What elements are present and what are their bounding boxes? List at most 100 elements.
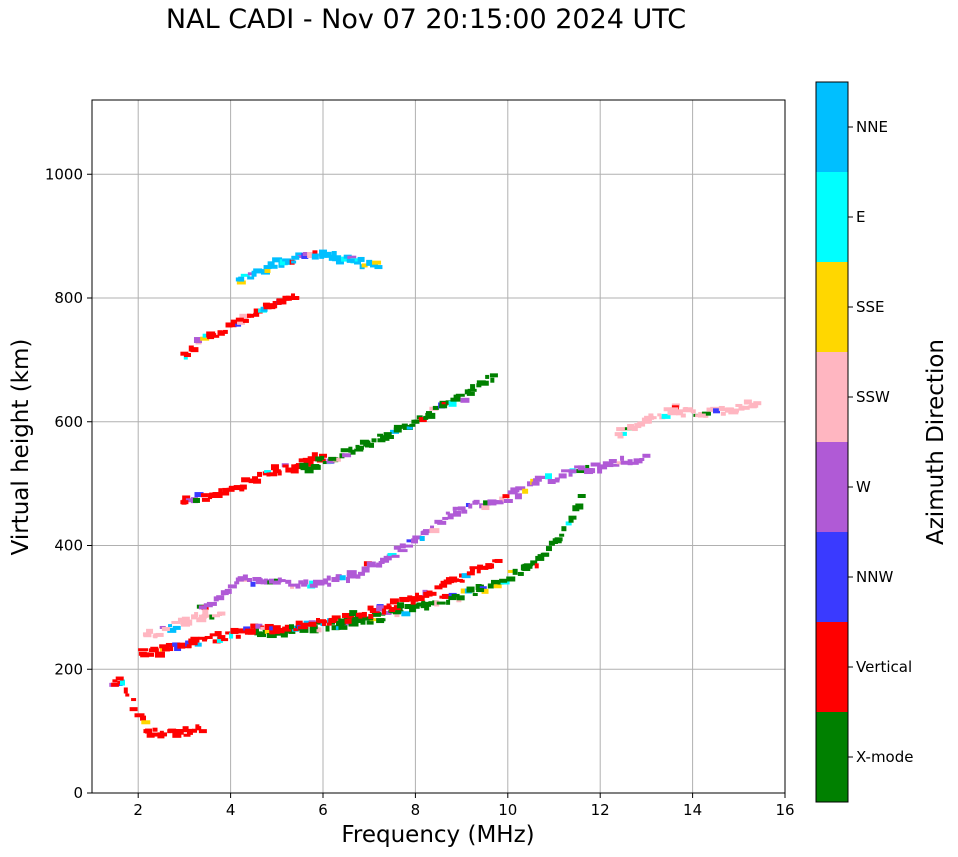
echo-pixel [204,635,213,639]
echo-pixel [399,543,406,549]
echo-pixel [250,581,256,587]
echo-pixel [407,595,413,602]
echo-point [531,481,540,486]
echo-pixel [125,693,130,697]
echo-pixel [297,254,303,258]
echo-pixel [299,626,309,633]
echo-pixel [460,397,470,403]
echo-pixel [380,557,390,563]
echo-pixel [404,604,414,610]
echo-pixel [507,569,515,573]
echo-point [568,469,577,474]
echo-pixel [663,407,673,412]
echo-pixel [608,459,617,464]
x-tick-label: 8 [411,801,421,819]
echo-pixel [355,574,361,579]
echo-pixel [561,469,570,473]
echo-pixel [597,468,603,474]
echo-pixel [233,630,238,634]
echo-pixel [224,588,232,594]
echo-point [189,641,198,646]
echo-pixel [527,481,534,487]
echo-point [309,583,318,588]
echo-pixel [191,614,198,620]
echo-pixel [517,571,524,576]
echo-pixel [620,431,627,436]
echo-point [670,407,679,412]
echo-pixel [545,546,552,552]
echo-pixel [414,592,419,598]
echo-pixel [169,646,174,652]
y-axis-label: Virtual height (km) [8,339,34,556]
echo-pixel [452,506,457,511]
echo-pixel [406,426,413,430]
trace-lower-oblique [142,609,226,639]
echo-pixel [331,615,341,620]
echo-pixel [338,623,348,630]
echo-pixel [200,336,210,341]
echo-pixel [411,603,420,609]
echo-pixel [534,563,539,569]
echo-pixel [376,605,385,612]
colorbar-segment-w [816,442,848,532]
echo-point [291,296,300,300]
chart-title: NAL CADI - Nov 07 20:15:00 2024 UTC [165,4,687,35]
echo-pixel [393,424,403,429]
echo-pixel [348,446,353,453]
echo-pixel [376,618,385,624]
echo-pixel [366,259,373,266]
echo-pixel [282,464,289,468]
colorbar-tick-label: SSW [856,388,890,406]
echo-pixel [185,498,195,503]
echo-pixel [524,563,534,567]
echo-pixel [530,560,538,566]
echo-point [161,647,170,652]
grid-lines [92,100,786,794]
echo-pixel [279,627,284,632]
echo-pixel [346,570,357,576]
echo-pixel [190,636,200,643]
echo-pixel [432,405,439,410]
echo-pixel [242,318,249,323]
echo-pixel [194,492,204,498]
echo-pixel [255,578,263,585]
echo-pixel [209,633,218,637]
echo-pixel [320,455,325,460]
echo-pixel [239,484,247,490]
echo-pixel [616,427,626,432]
echo-pixel [270,464,279,471]
colorbar-tick-label: NNE [856,118,888,136]
x-tick-label: 14 [683,801,702,819]
echo-point [217,635,226,640]
echo-pixel [490,377,495,383]
echo-pixel [470,384,476,391]
echo-pixel [266,472,271,477]
echo-pixel [682,407,693,413]
echo-pixel [182,726,189,733]
echo-pixel [269,472,278,477]
echo-pixel [391,554,400,558]
echo-point [554,537,563,542]
echo-pixel [450,397,461,402]
echo-pixel [186,619,193,626]
echo-pixel [222,487,230,493]
echo-pixel [589,468,596,474]
echo-pixel [243,626,251,631]
echo-point [383,605,392,610]
echo-pixel [263,578,268,585]
echo-point [254,631,263,636]
echo-pixel [225,631,231,635]
echo-pixel [213,334,220,338]
echo-pixel [237,318,246,325]
echo-pixel [328,254,334,261]
echo-pixel [512,568,518,575]
echo-pixel [235,323,242,327]
echo-point [309,625,318,630]
echo-pixel [409,608,417,613]
echo-pixel [394,614,400,618]
echo-pixel [613,463,620,467]
echo-pixel [201,497,210,502]
echo-pixel [648,413,654,420]
echo-pixel [590,462,601,467]
plot-frame [91,99,786,794]
